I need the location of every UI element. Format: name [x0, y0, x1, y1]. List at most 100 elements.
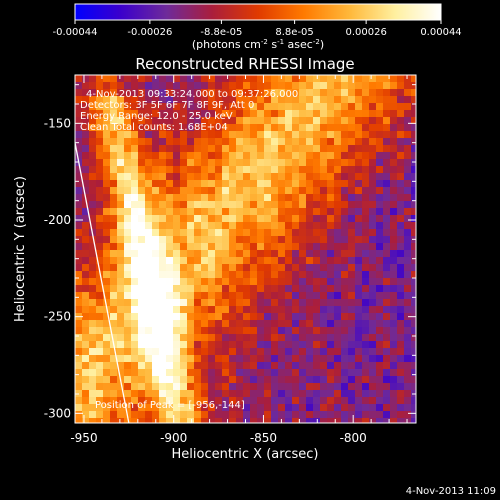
heatmap-cell — [131, 355, 139, 363]
heatmap-cell — [257, 236, 265, 244]
heatmap-cell — [348, 320, 356, 328]
heatmap-cell — [110, 334, 118, 342]
heatmap-cell — [187, 320, 195, 328]
heatmap-cell — [159, 166, 167, 174]
heatmap-cell — [201, 250, 209, 258]
heatmap-cell — [355, 96, 363, 104]
heatmap-cell — [376, 208, 384, 216]
heatmap-cell — [285, 390, 293, 398]
heatmap-cell — [124, 166, 132, 174]
heatmap-cell — [82, 75, 90, 83]
heatmap-cell — [362, 180, 370, 188]
y-tick-label: -200 — [44, 213, 71, 227]
heatmap-cell — [236, 278, 244, 286]
heatmap-cell — [320, 271, 328, 279]
heatmap-cell — [341, 362, 349, 370]
heatmap-cell — [208, 180, 216, 188]
heatmap-cell — [222, 306, 230, 314]
heatmap-cell — [145, 271, 153, 279]
heatmap-cell — [313, 327, 321, 335]
x-tick-label: -950 — [70, 431, 97, 445]
heatmap-cell — [222, 152, 230, 160]
heatmap-cell — [96, 201, 104, 209]
heatmap-cell — [187, 278, 195, 286]
heatmap-cell — [82, 145, 90, 153]
heatmap-cell — [376, 397, 384, 405]
heatmap-cell — [243, 390, 251, 398]
heatmap-cell — [75, 194, 83, 202]
heatmap-cell — [229, 222, 237, 230]
heatmap-cell — [299, 313, 307, 321]
heatmap-cell — [166, 145, 174, 153]
heatmap-cell — [320, 145, 328, 153]
heatmap-cell — [362, 159, 370, 167]
heatmap-cell — [208, 320, 216, 328]
heatmap-cell — [313, 159, 321, 167]
heatmap-cell — [390, 110, 398, 118]
heatmap-cell — [390, 75, 398, 83]
heatmap-cell — [306, 89, 314, 97]
heatmap-cell — [110, 180, 118, 188]
heatmap-cell — [334, 390, 342, 398]
heatmap-cell — [110, 250, 118, 258]
heatmap-cell — [327, 355, 335, 363]
heatmap-cell — [390, 264, 398, 272]
heatmap-cell — [320, 208, 328, 216]
heatmap-cell — [75, 418, 83, 423]
heatmap-cell — [306, 313, 314, 321]
heatmap-cell — [229, 145, 237, 153]
heatmap-cell — [278, 341, 286, 349]
heatmap-cell — [320, 383, 328, 391]
heatmap-cell — [313, 229, 321, 237]
heatmap-cell — [243, 145, 251, 153]
heatmap-cell — [327, 299, 335, 307]
heatmap-cell — [299, 292, 307, 300]
heatmap-cell — [103, 103, 111, 111]
heatmap-cell — [285, 194, 293, 202]
heatmap-cell — [404, 96, 412, 104]
heatmap-cell — [362, 418, 370, 423]
heatmap-cell — [271, 96, 279, 104]
heatmap-cell — [271, 313, 279, 321]
heatmap-cell — [383, 103, 391, 111]
heatmap-cell — [313, 285, 321, 293]
heatmap-cell — [355, 376, 363, 384]
heatmap-cell — [390, 376, 398, 384]
heatmap-cell — [131, 299, 139, 307]
heatmap-cell — [110, 404, 118, 412]
heatmap-cell — [82, 159, 90, 167]
heatmap-cell — [173, 159, 181, 167]
heatmap-cell — [166, 243, 174, 251]
heatmap-cell — [271, 383, 279, 391]
heatmap-cell — [250, 383, 258, 391]
heatmap-cell — [124, 313, 132, 321]
heatmap-cell — [299, 278, 307, 286]
heatmap-cell — [355, 145, 363, 153]
heatmap-cell — [173, 369, 181, 377]
heatmap-cell — [159, 159, 167, 167]
heatmap-cell — [320, 369, 328, 377]
heatmap-cell — [383, 96, 391, 104]
heatmap-cell — [201, 117, 209, 125]
heatmap-cell — [411, 159, 416, 167]
heatmap-cell — [243, 236, 251, 244]
heatmap-cell — [110, 215, 118, 223]
heatmap-cell — [89, 110, 97, 118]
heatmap-cell — [194, 117, 202, 125]
heatmap-cell — [411, 215, 416, 223]
heatmap-cell — [194, 341, 202, 349]
heatmap-cell — [334, 404, 342, 412]
heatmap-cell — [117, 208, 125, 216]
heatmap-cell — [369, 124, 377, 132]
heatmap-cell — [376, 110, 384, 118]
heatmap-cell — [369, 236, 377, 244]
heatmap-cell — [257, 334, 265, 342]
heatmap-cell — [411, 187, 416, 195]
heatmap-cell — [152, 327, 160, 335]
heatmap-cell — [285, 201, 293, 209]
heatmap-cell — [173, 313, 181, 321]
heatmap-cell — [306, 250, 314, 258]
heatmap-cell — [103, 320, 111, 328]
heatmap-cell — [152, 369, 160, 377]
heatmap-cell — [110, 418, 118, 423]
